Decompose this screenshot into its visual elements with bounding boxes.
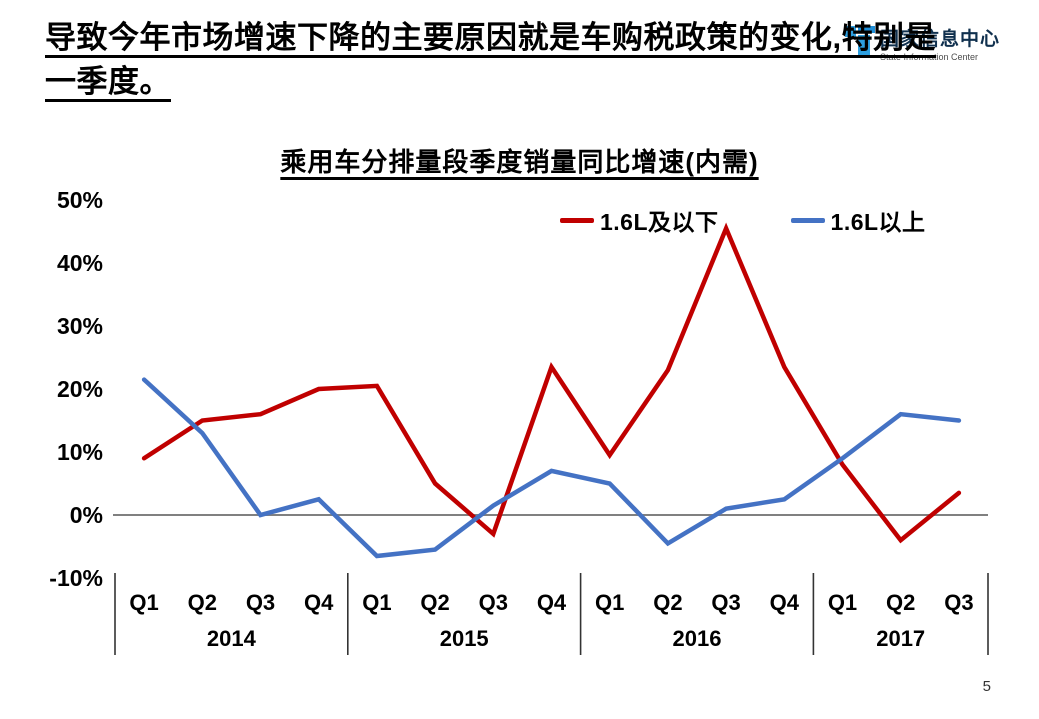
org-logo-icon [845,24,875,56]
x-tick-quarter: Q4 [537,590,567,615]
x-tick-quarter: Q2 [886,590,915,615]
legend-marker-under-1-6l [560,217,594,223]
x-tick-year: 2014 [207,626,257,651]
x-tick-quarter: Q3 [479,590,508,615]
x-tick-year: 2017 [876,626,925,651]
y-tick-label: 10% [57,439,103,465]
x-tick-quarter: Q4 [770,590,800,615]
x-tick-quarter: Q4 [304,590,334,615]
org-name-en: State Information Center [880,52,979,62]
x-tick-year: 2015 [440,626,489,651]
x-tick-quarter: Q1 [362,590,391,615]
x-tick-quarter: Q3 [711,590,740,615]
page-number: 5 [982,678,991,695]
x-tick-quarter: Q1 [828,590,857,615]
x-tick-quarter: Q2 [188,590,217,615]
slide-title-line1: 导致今年市场增速下降的主要原因就是车购税政策的变化,特别是 [45,20,937,55]
x-tick-quarter: Q3 [944,590,973,615]
series-line-1 [141,377,962,559]
slide-title: 导致今年市场增速下降的主要原因就是车购税政策的变化,特别是 一季度。 [45,16,1020,104]
x-tick-quarter: Q3 [246,590,275,615]
y-tick-label: 50% [57,187,103,213]
series-line-0 [141,222,962,544]
y-tick-label: 40% [57,250,103,276]
y-tick-label: -10% [49,565,103,591]
y-tick-label: 20% [57,376,103,402]
x-tick-year: 2016 [673,626,722,651]
org-logo: 国家信息中心 State Information Center [845,24,1031,62]
legend-item-under-1-6l: 1.6L及以下 [560,203,719,237]
org-name-cn: 国家信息中心 [880,29,1001,50]
legend-marker-over-1-6l [790,217,825,223]
y-tick-label: 0% [70,502,103,528]
y-tick-label: 30% [57,313,103,339]
legend-item-over-1-6l: 1.6L以上 [790,203,926,237]
slide-title-line2: 一季度。 [45,64,171,100]
chart-legend: 1.6L及以下 1.6L以上 [560,203,926,237]
x-tick-quarter: Q1 [129,590,158,615]
legend-label-under-1-6l: 1.6L及以下 [600,209,719,235]
chart-title: 乘用车分排量段季度销量同比增速(内需) [280,147,759,177]
legend-label-over-1-6l: 1.6L以上 [830,209,926,235]
x-tick-quarter: Q1 [595,590,624,615]
x-tick-quarter: Q2 [420,590,449,615]
x-tick-quarter: Q2 [653,590,682,615]
